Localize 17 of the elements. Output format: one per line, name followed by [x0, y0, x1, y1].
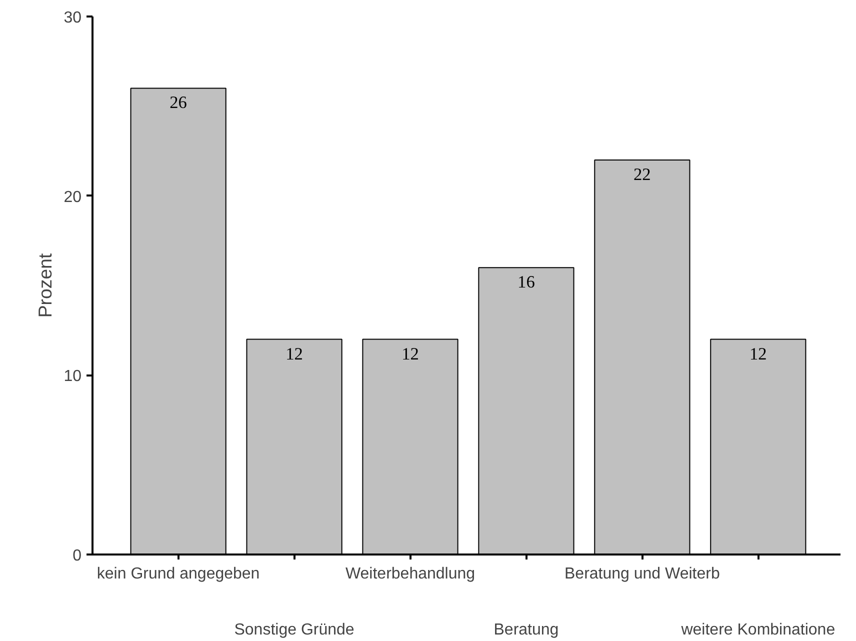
- data-label: 26: [170, 93, 188, 112]
- x-tick-label: Beratung: [494, 622, 559, 638]
- y-tick-label: 30: [64, 10, 82, 26]
- x-tick-label: Weiterbehandlung: [345, 566, 476, 582]
- x-tick-label: Beratung und Weiterb: [564, 566, 720, 582]
- data-label: 22: [634, 164, 651, 184]
- data-label: 12: [286, 344, 303, 364]
- data-label: 16: [518, 272, 536, 292]
- y-tick-label: 0: [72, 548, 82, 564]
- y-tick-label: 10: [64, 368, 82, 386]
- data-label: 12: [750, 344, 767, 364]
- x-tick-label: weitere Kombinatione: [680, 622, 836, 638]
- x-tick-label: kein Grund angegeben: [96, 566, 260, 582]
- data-label: 12: [402, 344, 419, 364]
- y-axis-title: Prozent: [34, 252, 56, 318]
- x-tick-label: Sonstige Gründe: [234, 622, 354, 638]
- y-tick-label: 20: [64, 188, 82, 206]
